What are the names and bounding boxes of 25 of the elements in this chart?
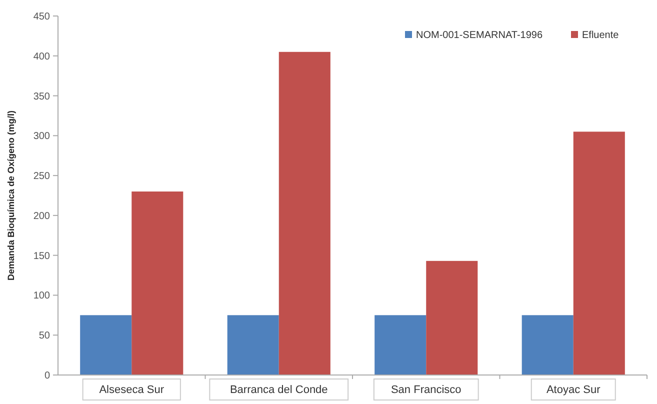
bar [132,192,184,375]
y-tick-label: 350 [33,91,50,102]
bar [374,315,426,375]
bar [573,132,625,375]
x-tick-label: Alseseca Sur [99,384,164,396]
y-tick-label: 250 [33,171,50,182]
y-axis-title: Demanda Bioquímica de Oxígeno (mg/l) [6,110,16,281]
legend-label: Efluente [582,30,620,41]
bar [278,52,330,375]
y-tick-label: 400 [33,51,50,62]
bar [80,315,132,375]
x-tick-label: Barranca del Conde [230,384,328,396]
y-tick-label: 200 [33,210,50,222]
x-tick-label: Atoyac Sur [546,384,601,396]
y-tick-label: 300 [33,131,50,142]
x-tick-label: San Francisco [390,384,462,396]
y-tick-label: 150 [33,250,50,262]
bar [522,315,574,375]
y-tick-label: 100 [33,290,50,302]
y-tick-label: 0 [44,370,50,382]
bar [426,260,478,375]
y-tick-label: 50 [38,330,50,342]
y-tick-label: 450 [33,12,50,22]
bar [227,315,279,375]
legend-label: NOM-001-SEMARNAT-1996 [416,30,543,41]
